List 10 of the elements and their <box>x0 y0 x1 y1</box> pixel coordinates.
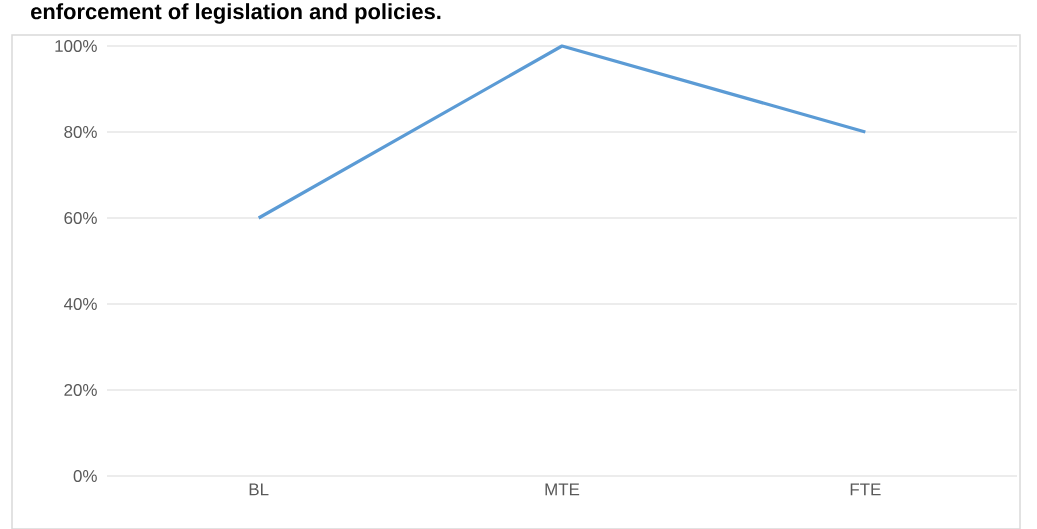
x-tick-label: BL <box>249 483 269 496</box>
y-tick-label: 100% <box>55 40 97 52</box>
x-tick-label: FTE <box>850 483 881 496</box>
y-tick-label: 40% <box>63 298 97 310</box>
y-tick-label: 80% <box>64 126 97 138</box>
chart-title: enforcement of legislation and policies. <box>31 3 441 24</box>
x-tick-label: MTE <box>545 483 580 496</box>
y-tick-label: 20% <box>64 384 97 396</box>
y-tick-label: 0% <box>73 470 97 482</box>
y-tick-label: 60% <box>64 212 97 224</box>
